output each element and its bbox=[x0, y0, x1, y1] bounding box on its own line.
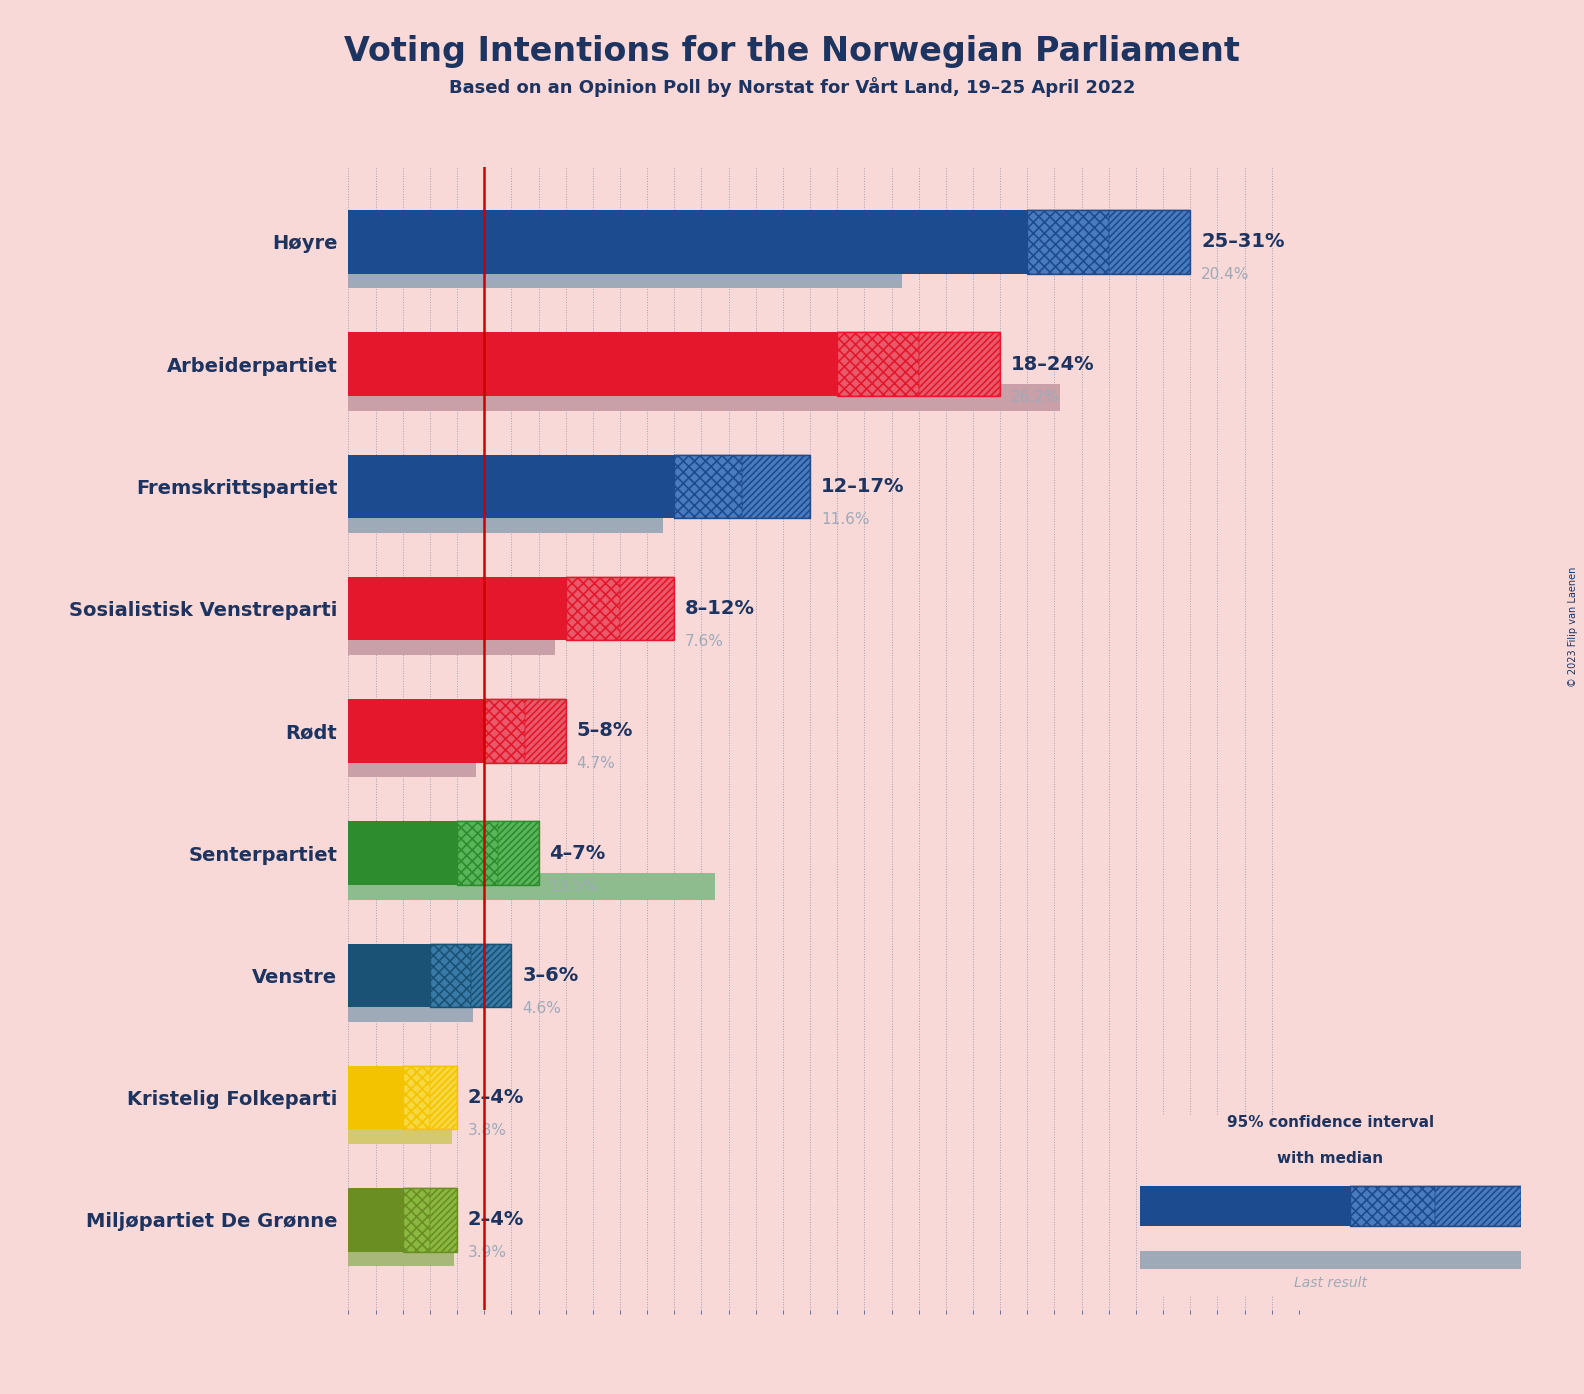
Bar bbox=[348, 995, 474, 1022]
Bar bbox=[497, 821, 539, 885]
Bar bbox=[675, 454, 809, 519]
Bar bbox=[348, 629, 554, 655]
Text: with median: with median bbox=[1278, 1151, 1383, 1167]
Bar bbox=[675, 454, 743, 519]
Bar bbox=[429, 944, 470, 1008]
Text: 5–8%: 5–8% bbox=[577, 721, 634, 740]
Text: 3–6%: 3–6% bbox=[523, 966, 578, 986]
Bar bbox=[743, 454, 809, 519]
Bar bbox=[348, 1066, 402, 1129]
Text: 18–24%: 18–24% bbox=[1011, 354, 1095, 374]
Bar bbox=[565, 577, 675, 640]
Bar bbox=[348, 210, 1028, 273]
Bar bbox=[1435, 1186, 1521, 1225]
Bar bbox=[838, 332, 919, 396]
Text: 3.9%: 3.9% bbox=[467, 1245, 507, 1260]
Bar bbox=[458, 821, 539, 885]
Text: 13.5%: 13.5% bbox=[550, 878, 597, 894]
Text: 8–12%: 8–12% bbox=[686, 599, 756, 618]
Bar bbox=[838, 332, 1000, 396]
Bar bbox=[402, 1188, 458, 1252]
Bar bbox=[402, 1066, 429, 1129]
Bar bbox=[1435, 1186, 1521, 1225]
Text: 11.6%: 11.6% bbox=[821, 512, 870, 527]
Bar bbox=[348, 873, 714, 899]
Bar bbox=[1350, 1186, 1435, 1225]
Bar bbox=[565, 577, 619, 640]
Bar bbox=[402, 1188, 429, 1252]
Text: 3.8%: 3.8% bbox=[467, 1124, 507, 1138]
Bar bbox=[1109, 210, 1190, 273]
Bar bbox=[429, 1188, 458, 1252]
Text: Based on an Opinion Poll by Norstat for Vårt Land, 19–25 April 2022: Based on an Opinion Poll by Norstat for … bbox=[448, 77, 1136, 96]
Bar bbox=[470, 944, 512, 1008]
Bar bbox=[429, 1066, 458, 1129]
Bar bbox=[470, 944, 512, 1008]
Bar bbox=[1350, 1186, 1521, 1225]
Text: 4.6%: 4.6% bbox=[523, 1001, 561, 1016]
Bar bbox=[524, 698, 565, 763]
Bar bbox=[348, 577, 565, 640]
Text: © 2023 Filip van Laenen: © 2023 Filip van Laenen bbox=[1568, 567, 1578, 687]
Bar bbox=[838, 332, 919, 396]
Bar bbox=[348, 821, 458, 885]
Bar bbox=[348, 332, 838, 396]
Bar bbox=[402, 1066, 429, 1129]
Bar bbox=[675, 454, 743, 519]
Bar bbox=[1140, 1186, 1350, 1225]
Bar bbox=[919, 332, 1000, 396]
Bar bbox=[743, 454, 809, 519]
Bar bbox=[485, 698, 524, 763]
Bar bbox=[348, 750, 477, 778]
Bar bbox=[429, 944, 512, 1008]
Bar bbox=[348, 262, 903, 289]
Bar bbox=[348, 1188, 402, 1252]
Bar bbox=[1109, 210, 1190, 273]
Bar bbox=[619, 577, 675, 640]
Bar bbox=[458, 821, 497, 885]
Bar bbox=[1028, 210, 1109, 273]
Bar bbox=[348, 944, 429, 1008]
Bar bbox=[919, 332, 1000, 396]
Text: 95% confidence interval: 95% confidence interval bbox=[1228, 1115, 1434, 1131]
Text: 25–31%: 25–31% bbox=[1201, 233, 1285, 251]
Bar bbox=[348, 698, 485, 763]
Bar bbox=[348, 1117, 451, 1144]
Bar bbox=[619, 577, 675, 640]
Bar bbox=[485, 698, 524, 763]
Text: Last result: Last result bbox=[1294, 1277, 1367, 1291]
Text: 7.6%: 7.6% bbox=[686, 634, 724, 650]
Bar bbox=[348, 454, 675, 519]
Bar bbox=[524, 698, 565, 763]
Bar bbox=[402, 1066, 458, 1129]
Text: Voting Intentions for the Norwegian Parliament: Voting Intentions for the Norwegian Parl… bbox=[344, 35, 1240, 68]
Bar bbox=[458, 821, 497, 885]
Bar bbox=[1028, 210, 1190, 273]
Bar bbox=[348, 1239, 455, 1266]
Bar bbox=[1140, 1252, 1521, 1269]
Text: 20.4%: 20.4% bbox=[1201, 268, 1250, 283]
Text: 4–7%: 4–7% bbox=[550, 843, 605, 863]
Bar bbox=[429, 1188, 458, 1252]
Bar bbox=[402, 1188, 429, 1252]
Bar bbox=[348, 506, 664, 533]
Text: 2–4%: 2–4% bbox=[467, 1210, 524, 1230]
Bar bbox=[1028, 210, 1109, 273]
Text: 2–4%: 2–4% bbox=[467, 1089, 524, 1107]
Text: 4.7%: 4.7% bbox=[577, 757, 615, 771]
Bar bbox=[485, 698, 565, 763]
Bar bbox=[565, 577, 619, 640]
Text: 26.2%: 26.2% bbox=[1011, 389, 1060, 404]
Text: 12–17%: 12–17% bbox=[821, 477, 904, 496]
Bar bbox=[1350, 1186, 1435, 1225]
Bar bbox=[497, 821, 539, 885]
Bar bbox=[348, 383, 1060, 411]
Bar bbox=[429, 944, 470, 1008]
Bar bbox=[429, 1066, 458, 1129]
